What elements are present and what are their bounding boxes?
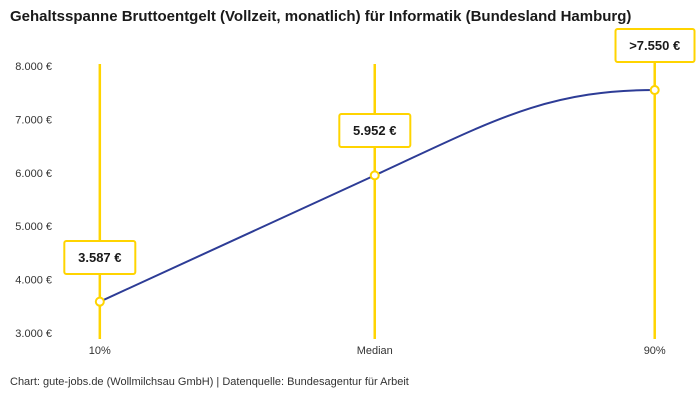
x-axis-category-label: 90% (644, 345, 666, 357)
y-axis-tick-label: 6.000 € (15, 168, 52, 180)
chart-title: Gehaltsspanne Bruttoentgelt (Vollzeit, m… (10, 8, 632, 25)
y-axis-tick-label: 7.000 € (15, 114, 52, 126)
x-axis-category-label: Median (357, 345, 393, 357)
data-point-marker (649, 85, 660, 96)
y-axis-tick-label: 3.000 € (15, 328, 52, 340)
salary-curve (99, 89, 655, 303)
y-axis-tick-label: 8.000 € (15, 61, 52, 73)
data-point-marker (94, 296, 105, 307)
x-axis-category-label: 10% (89, 345, 111, 357)
y-axis-tick-label: 4.000 € (15, 275, 52, 287)
y-axis-tick-label: 5.000 € (15, 221, 52, 233)
chart-attribution: Chart: gute-jobs.de (Wollmilchsau GmbH) … (10, 376, 409, 388)
data-point-marker (369, 170, 380, 181)
